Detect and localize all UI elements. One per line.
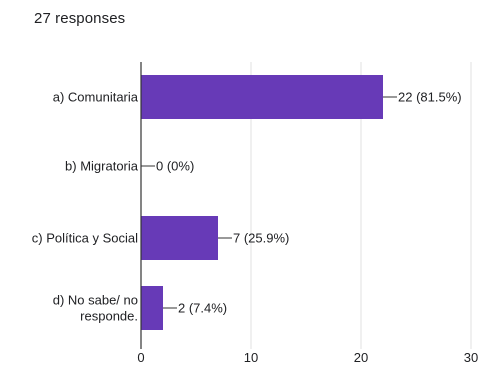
value-leaders [141,96,397,309]
responses-count: 27 responses [34,10,126,27]
category-label: b) Migratoria [65,159,139,174]
bars [141,75,383,330]
category-label: responde. [80,309,138,324]
value-label: 7 (25.9%) [233,231,289,246]
value-labels: 22 (81.5%) 0 (0%) 7 (25.9%) 2 (7.4%) [156,90,462,316]
x-tick-label: 30 [464,350,478,365]
value-label: 2 (7.4%) [178,301,227,316]
x-tick-label: 10 [244,350,258,365]
x-tick-label: 0 [137,350,144,365]
category-labels: a) Comunitaria b) Migratoria c) Política y… [32,90,139,324]
value-label: 0 (0%) [156,159,194,174]
bar[interactable] [141,216,218,260]
bar[interactable] [141,75,383,119]
category-label: c) Política y Social [32,231,138,246]
x-tick-labels: 0 10 20 30 [137,350,478,365]
x-tick-label: 20 [354,350,368,365]
value-label: 22 (81.5%) [398,90,462,105]
category-label: a) Comunitaria [53,90,139,105]
bar[interactable] [141,286,163,330]
category-label: d) No sabe/ no [53,293,138,308]
